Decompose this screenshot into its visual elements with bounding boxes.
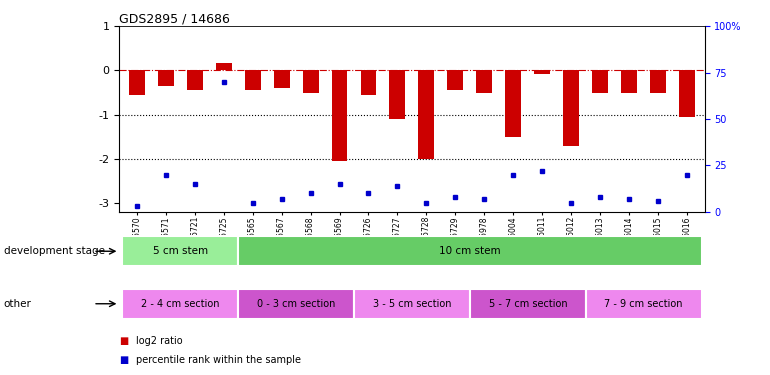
Text: 5 cm stem: 5 cm stem [152,246,208,256]
Bar [470,289,586,319]
Text: 3 - 5 cm section: 3 - 5 cm section [373,299,451,309]
Bar [273,70,290,88]
Bar [245,70,260,90]
Bar [586,289,701,319]
Bar [216,63,232,70]
Text: 10 cm stem: 10 cm stem [439,246,500,256]
Bar [122,236,238,266]
Text: 2 - 4 cm section: 2 - 4 cm section [141,299,219,309]
Bar [354,289,470,319]
Bar [447,70,464,90]
Bar [360,70,377,95]
Text: log2 ratio: log2 ratio [136,336,183,346]
Text: ■: ■ [119,336,129,346]
Bar [592,70,608,93]
Bar [477,70,492,93]
Text: 7 - 9 cm section: 7 - 9 cm section [604,299,683,309]
Bar [534,70,551,74]
Text: GDS2895 / 14686: GDS2895 / 14686 [119,12,230,25]
Bar [122,289,238,319]
Bar [418,70,434,159]
Bar [332,70,347,161]
Text: ■: ■ [119,355,129,365]
Bar [679,70,695,117]
Bar [621,70,638,93]
Text: other: other [4,299,32,309]
Bar [238,236,701,266]
Text: 0 - 3 cm section: 0 - 3 cm section [257,299,335,309]
Bar [390,70,406,119]
Bar [238,289,354,319]
Bar [186,70,203,90]
Bar [158,70,174,86]
Text: 5 - 7 cm section: 5 - 7 cm section [488,299,567,309]
Bar [505,70,521,137]
Bar [303,70,319,93]
Text: percentile rank within the sample: percentile rank within the sample [136,355,301,365]
Text: development stage: development stage [4,246,105,256]
Bar [564,70,579,146]
Bar [129,70,145,95]
Bar [650,70,666,93]
